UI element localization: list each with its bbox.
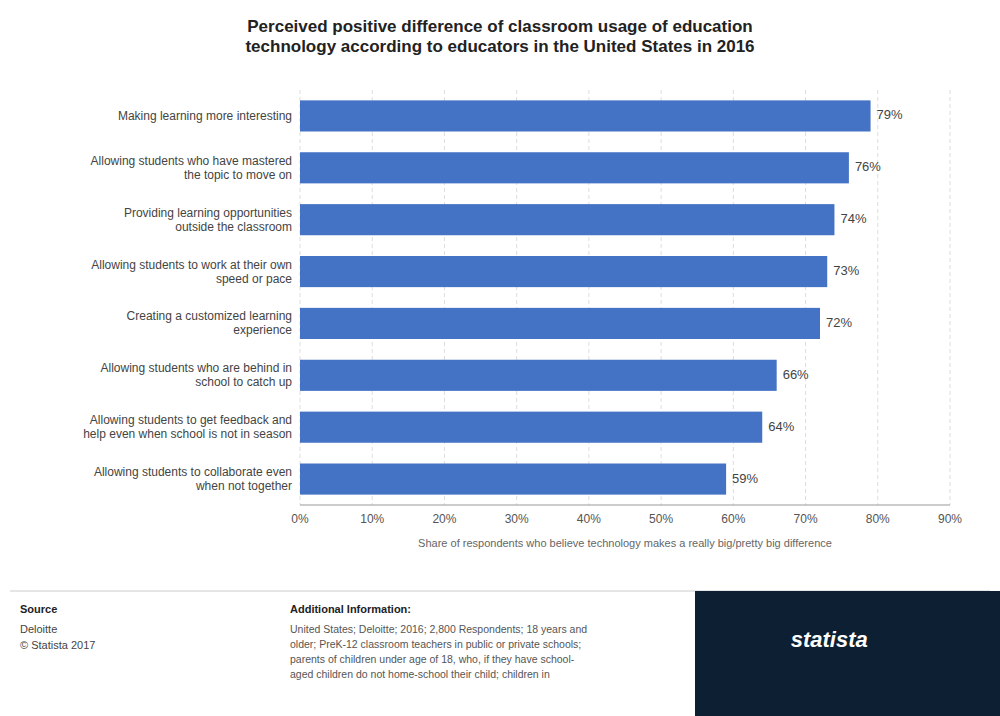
x-axis-label: Share of respondents who believe technol… bbox=[418, 537, 832, 549]
text-line: Allowing students to get feedback and bbox=[90, 413, 292, 427]
x-tick-label: 80% bbox=[866, 512, 890, 526]
text-line: parents of children under age of 18, who… bbox=[290, 653, 575, 665]
x-tick-label: 30% bbox=[505, 512, 529, 526]
text-line: Providing learning opportunities bbox=[124, 206, 292, 220]
category-label: Allowing students who are behind inschoo… bbox=[101, 361, 293, 389]
data-label: 73% bbox=[833, 263, 859, 278]
x-tick-label: 0% bbox=[291, 512, 309, 526]
source: Deloitte © Statista 2017 bbox=[20, 623, 95, 651]
text-line: Allowing students to collaborate even bbox=[94, 465, 292, 479]
grid-line bbox=[877, 90, 878, 505]
text-line: the topic to move on bbox=[184, 168, 292, 182]
bar bbox=[300, 100, 871, 131]
grid bbox=[300, 90, 950, 505]
bar bbox=[300, 308, 820, 339]
category-label: Allowing students to get feedback andhel… bbox=[83, 413, 292, 441]
x-tick-label: 90% bbox=[938, 512, 962, 526]
text-line: experience bbox=[233, 323, 292, 337]
grid-line bbox=[950, 90, 951, 505]
source-title: Source bbox=[20, 603, 57, 615]
text-line: Creating a customized learning bbox=[127, 309, 292, 323]
data-label: 66% bbox=[783, 367, 809, 382]
text-line: when not together bbox=[195, 479, 292, 493]
x-tick-label: 50% bbox=[649, 512, 673, 526]
text-line: speed or pace bbox=[216, 272, 292, 286]
category-label: Creating a customized learningexperience bbox=[127, 309, 293, 337]
text-line: school to catch up bbox=[195, 375, 292, 389]
x-tick-label: 10% bbox=[360, 512, 384, 526]
bar bbox=[300, 360, 777, 391]
x-tick-label: 40% bbox=[577, 512, 601, 526]
data-label: 79% bbox=[877, 107, 903, 122]
text-line: outside the classroom bbox=[175, 220, 292, 234]
text-line: Perceived positive difference of classro… bbox=[247, 17, 752, 36]
text-line: Allowing students who are behind in bbox=[101, 361, 292, 375]
additional-info-title: Additional Information: bbox=[290, 603, 411, 615]
logo-text: statista bbox=[791, 627, 868, 652]
text-line: aged children do not home-school their c… bbox=[290, 668, 550, 680]
title: Perceived positive difference of classro… bbox=[245, 17, 754, 56]
x-tick-label: 70% bbox=[794, 512, 818, 526]
text-line: help even when school is not in season bbox=[83, 427, 292, 441]
text-line: technology according to educators in the… bbox=[245, 37, 754, 56]
category-label: Allowing students who have masteredthe t… bbox=[91, 154, 292, 182]
x-axis-line bbox=[300, 505, 950, 506]
bar bbox=[300, 256, 827, 287]
category-label: Allowing students to work at their ownsp… bbox=[91, 258, 292, 286]
chart: Perceived positive difference of classro… bbox=[0, 0, 1000, 716]
additional-info: United States; Deloitte; 2016; 2,800 Res… bbox=[290, 623, 587, 680]
bars bbox=[300, 100, 871, 494]
data-label: 64% bbox=[768, 419, 794, 434]
x-tick-label: 60% bbox=[721, 512, 745, 526]
x-tick-label: 20% bbox=[432, 512, 456, 526]
text-line: Deloitte bbox=[20, 623, 57, 635]
text-line: Allowing students who have mastered bbox=[91, 154, 292, 168]
category-label: Allowing students to collaborate evenwhe… bbox=[94, 465, 292, 493]
text-line: Making learning more interesting bbox=[118, 109, 292, 123]
text-line: older; PreK-12 classroom teachers in pub… bbox=[290, 638, 581, 650]
text-line: United States; Deloitte; 2016; 2,800 Res… bbox=[290, 623, 587, 635]
category-label: Providing learning opportunitiesoutside … bbox=[124, 206, 292, 234]
text-line: Allowing students to work at their own bbox=[91, 258, 292, 272]
logo-background bbox=[695, 591, 1000, 716]
data-label: 74% bbox=[840, 211, 866, 226]
data-label: 59% bbox=[732, 471, 758, 486]
data-label: 76% bbox=[855, 159, 881, 174]
bar bbox=[300, 152, 849, 183]
category-label: Making learning more interesting bbox=[118, 109, 292, 123]
data-label: 72% bbox=[826, 315, 852, 330]
bar bbox=[300, 412, 762, 443]
background bbox=[0, 0, 1000, 716]
text-line: © Statista 2017 bbox=[20, 639, 95, 651]
bar bbox=[300, 204, 834, 235]
bar bbox=[300, 464, 726, 495]
